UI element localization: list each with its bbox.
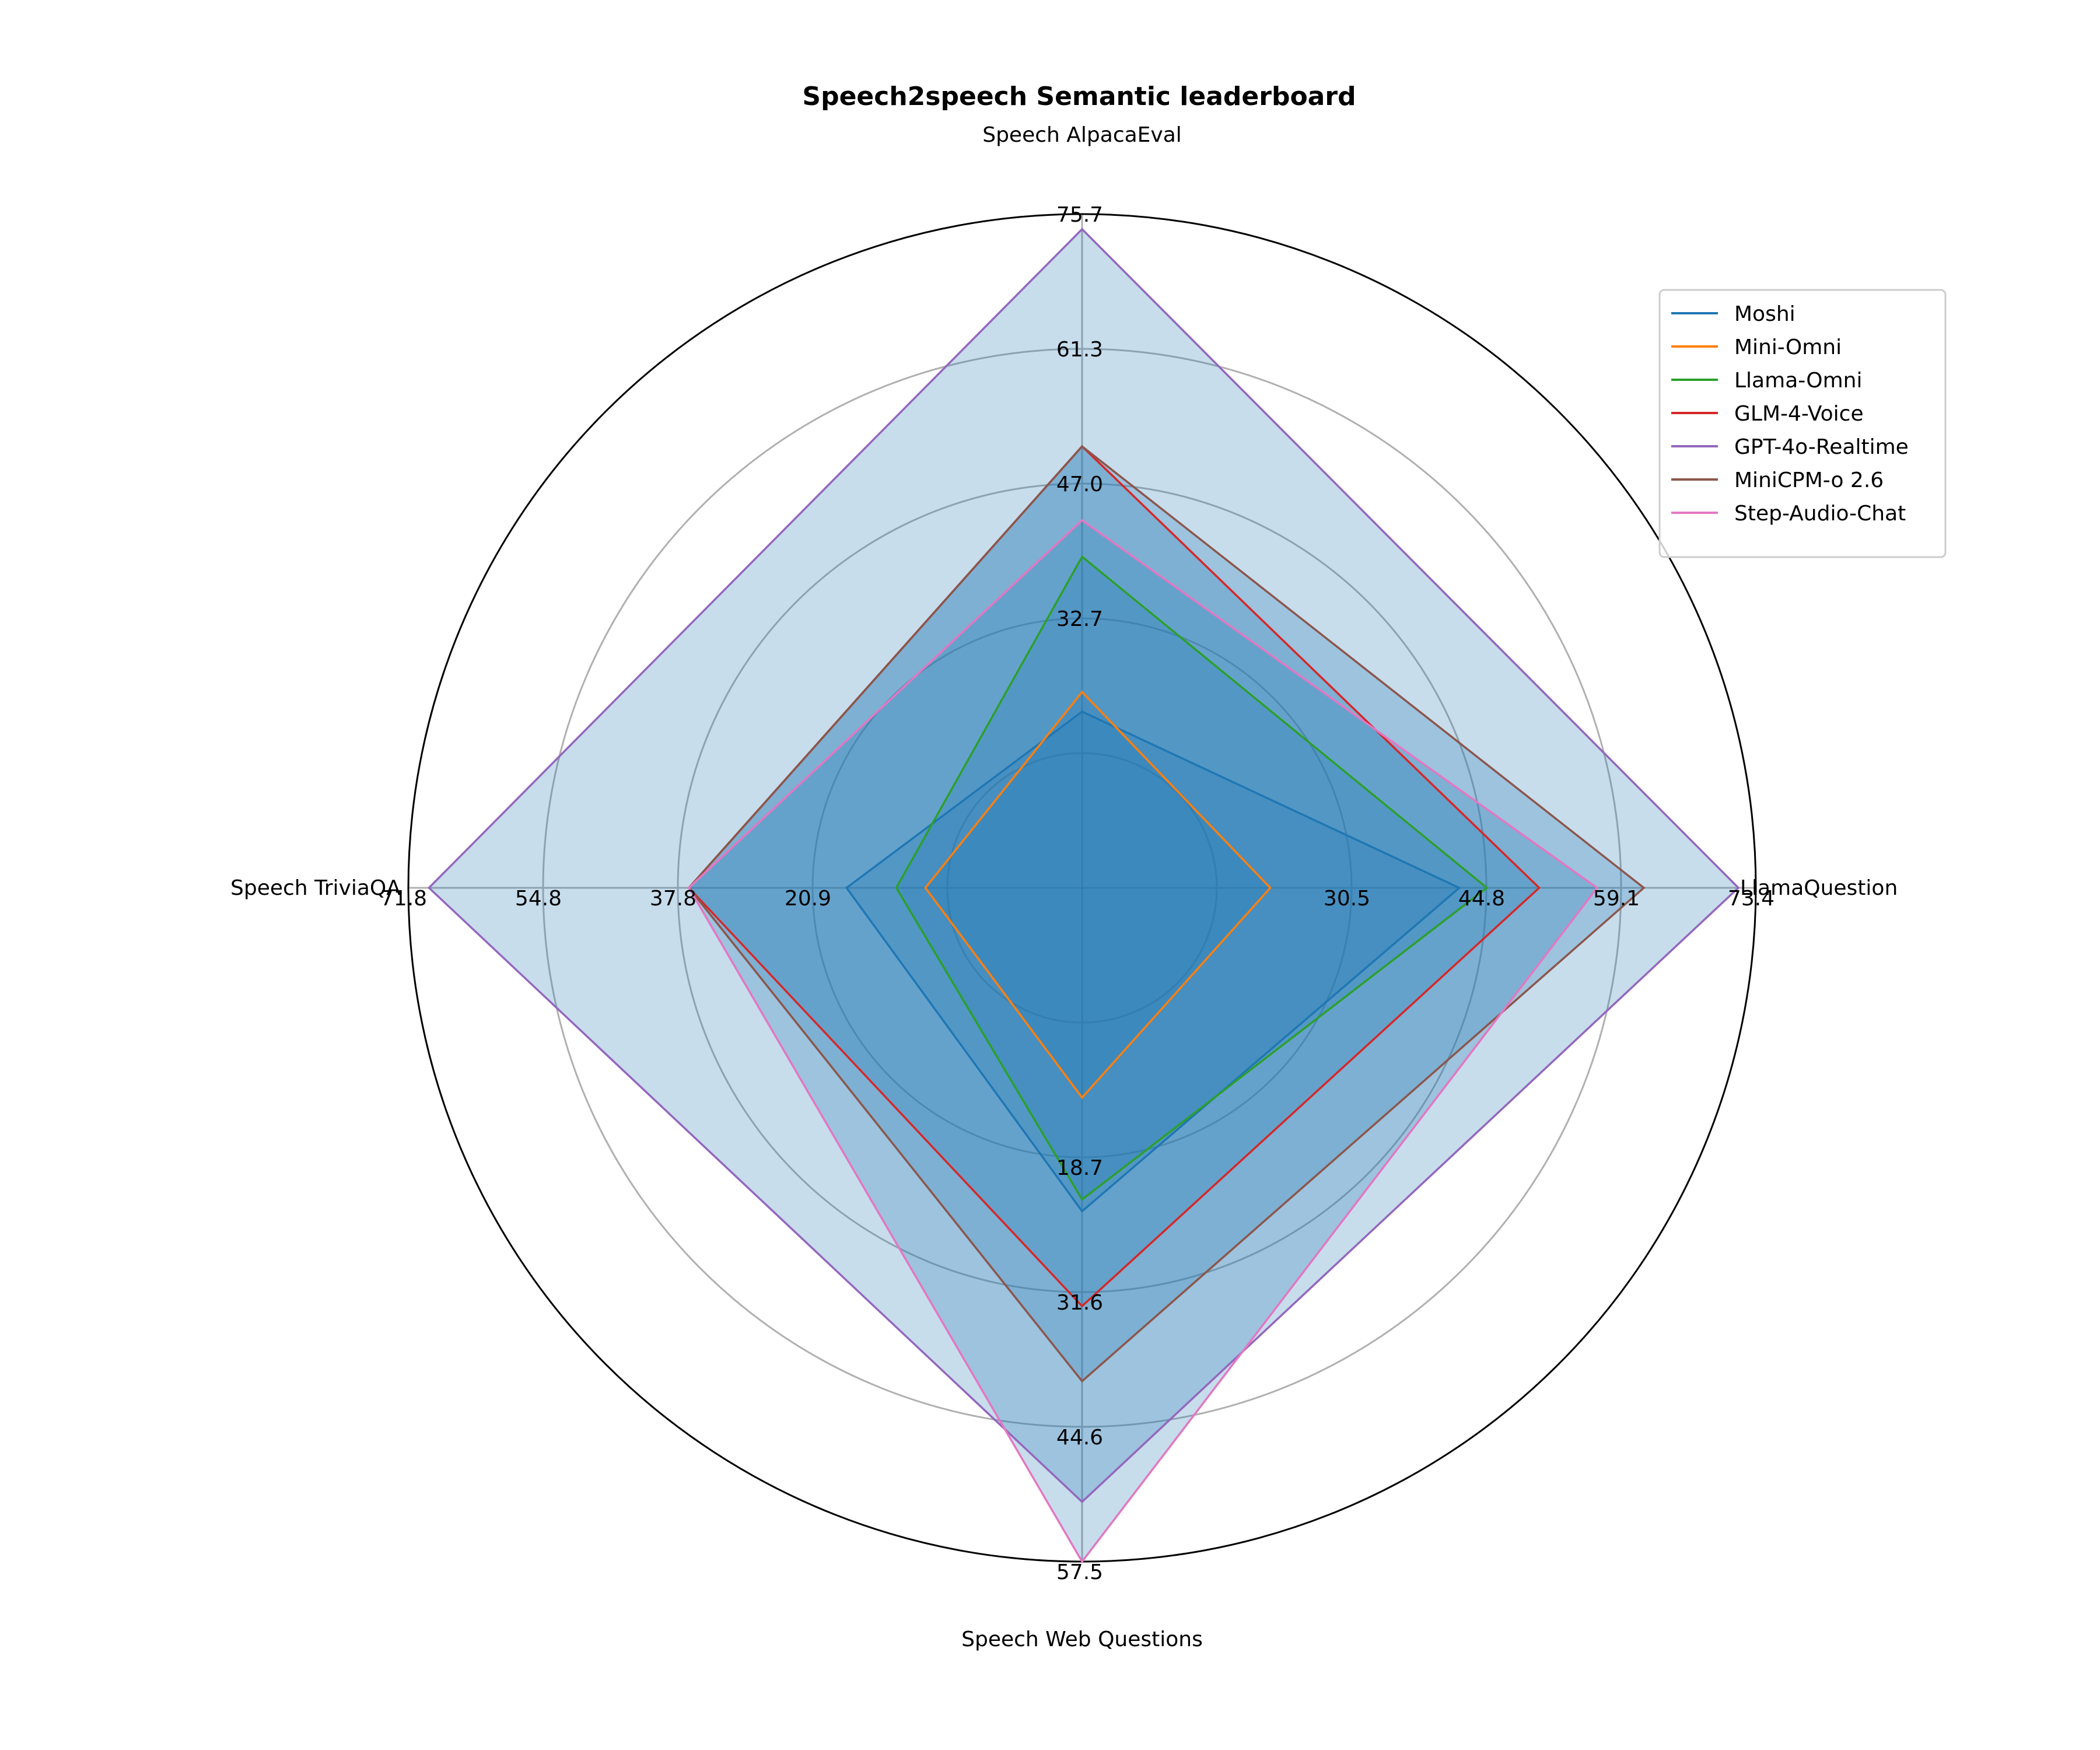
series-lines bbox=[427, 228, 1740, 1564]
series-fill-6 bbox=[689, 520, 1597, 1562]
tick-label-axis3-3: 71.8 bbox=[380, 887, 427, 911]
tick-label-axis2-0: 18.7 bbox=[1056, 1156, 1103, 1180]
series-fills bbox=[429, 229, 1739, 1562]
axis-label-2: Speech Web Questions bbox=[961, 1628, 1203, 1651]
tick-label-axis0-3: 75.7 bbox=[1056, 203, 1103, 227]
tick-label-axis1-3: 73.4 bbox=[1728, 887, 1774, 911]
tick-label-axis0-1: 47.0 bbox=[1056, 473, 1103, 496]
tick-label-axis2-1: 31.6 bbox=[1056, 1291, 1103, 1315]
axis-labels: Speech AlpacaEval LlamaQuestion Speech W… bbox=[230, 123, 1898, 1651]
tick-label-axis3-2: 54.8 bbox=[515, 887, 562, 911]
tick-label-axis1-1: 44.8 bbox=[1458, 887, 1505, 911]
series-fill-1 bbox=[925, 692, 1270, 1098]
tick-label-axis2-3: 57.5 bbox=[1056, 1560, 1103, 1584]
series-fill-5 bbox=[689, 446, 1644, 1381]
legend-label-3: GLM-4-Voice bbox=[1734, 402, 1864, 426]
legend-label-6: Step-Audio-Chat bbox=[1734, 502, 1906, 526]
axis-label-3: Speech TriviaQA bbox=[230, 876, 401, 900]
series-line-2 bbox=[895, 555, 1489, 1201]
series-line-5 bbox=[687, 444, 1646, 1383]
legend-box bbox=[1658, 289, 1947, 558]
tick-label-axis3-1: 37.8 bbox=[650, 887, 696, 911]
tick-label-axis1-2: 59.1 bbox=[1593, 887, 1640, 911]
tick-label-axis1-0: 30.5 bbox=[1324, 887, 1370, 911]
series-line-4 bbox=[427, 228, 1740, 1503]
legend-label-5: MiniCPM-o 2.6 bbox=[1734, 468, 1884, 492]
axis-label-1: LlamaQuestion bbox=[1740, 876, 1898, 900]
legend: Moshi Mini-Omni Llama-Omni GLM-4-Voice GPT-4… bbox=[1658, 289, 1947, 558]
legend-label-1: Mini-Omni bbox=[1734, 335, 1842, 359]
tick-label-axis0-2: 61.3 bbox=[1056, 338, 1103, 362]
series-fill-3 bbox=[689, 446, 1539, 1307]
series-line-6 bbox=[687, 519, 1599, 1564]
legend-label-4: GPT-4o-Realtime bbox=[1734, 435, 1909, 459]
tick-label-axis2-2: 44.6 bbox=[1056, 1426, 1103, 1450]
series-line-1 bbox=[924, 690, 1272, 1100]
axis-label-0: Speech AlpacaEval bbox=[982, 123, 1182, 147]
series-fill-2 bbox=[896, 556, 1487, 1200]
tick-label-axis3-0: 20.9 bbox=[785, 887, 831, 911]
legend-label-0: Moshi bbox=[1734, 302, 1796, 326]
tick-labels: 32.7 47.0 61.3 75.7 30.5 44.8 59.1 73.4 18.7 31.6… bbox=[380, 203, 1774, 1584]
series-line-0 bbox=[845, 710, 1461, 1213]
series-fill-4 bbox=[429, 229, 1739, 1502]
series-fill-0 bbox=[846, 711, 1460, 1212]
legend-label-2: Llama-Omni bbox=[1734, 369, 1862, 393]
chart-title: Speech2speech Semantic leaderboard bbox=[802, 82, 1356, 111]
tick-label-axis0-0: 32.7 bbox=[1056, 607, 1103, 631]
